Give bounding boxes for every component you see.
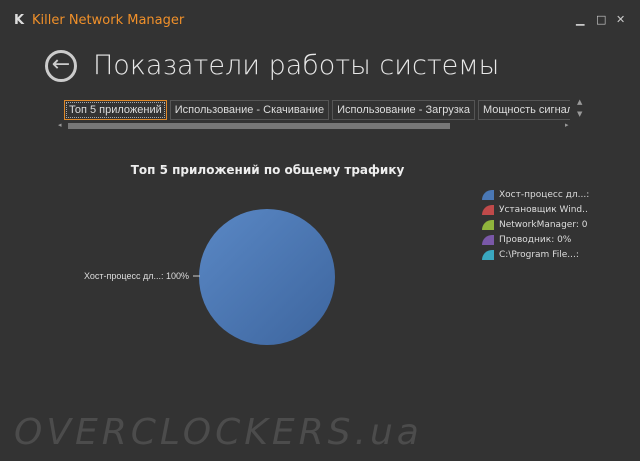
legend-swatch bbox=[482, 205, 494, 215]
legend-item: Установщик Wind.. bbox=[482, 205, 588, 215]
legend-label: Установщик Wind.. bbox=[499, 205, 588, 215]
horizontal-scrollbar[interactable] bbox=[68, 123, 450, 129]
app-logo: K bbox=[14, 13, 25, 28]
tab-top5[interactable]: Топ 5 приложений bbox=[64, 100, 167, 120]
legend-item: C:\Program File...: bbox=[482, 250, 579, 260]
legend-swatch bbox=[482, 250, 494, 260]
pie-data-label: Хост-процесс дл...: 100% bbox=[84, 271, 189, 281]
legend-label: Проводник: 0% bbox=[499, 235, 572, 245]
scroll-down-icon[interactable]: ▼ bbox=[577, 110, 583, 118]
scroll-right-icon[interactable]: ▸ bbox=[565, 121, 569, 129]
maximize-button[interactable]: □ bbox=[596, 13, 607, 26]
window-title: Killer Network Manager bbox=[32, 13, 185, 28]
scroll-left-icon[interactable]: ◂ bbox=[58, 121, 62, 129]
legend-label: C:\Program File...: bbox=[499, 250, 579, 260]
chart-title: Топ 5 приложений по общему трафику bbox=[130, 163, 405, 177]
legend-swatch bbox=[482, 235, 494, 245]
tab-upload[interactable]: Использование - Загрузка bbox=[332, 100, 475, 120]
legend-swatch bbox=[482, 190, 494, 200]
pie-slice bbox=[199, 209, 335, 345]
tab-bar: Топ 5 приложений Использование - Скачива… bbox=[64, 100, 570, 120]
tab-download[interactable]: Использование - Скачивание bbox=[169, 100, 330, 120]
legend-item: NetworkManager: 0 bbox=[482, 220, 588, 230]
legend-swatch bbox=[482, 220, 494, 230]
legend-label: Хост-процесс дл...: bbox=[499, 190, 590, 200]
minimize-button[interactable]: ▁ bbox=[576, 13, 585, 26]
back-arrow-icon[interactable]: ← bbox=[45, 50, 77, 82]
legend-label: NetworkManager: 0 bbox=[499, 220, 588, 230]
page-title: Показатели работы системы bbox=[93, 50, 500, 81]
scroll-up-icon[interactable]: ▲ bbox=[577, 98, 583, 106]
tab-signal[interactable]: Мощность сигнала bbox=[477, 100, 570, 120]
close-button[interactable]: ✕ bbox=[616, 13, 626, 26]
legend-item: Хост-процесс дл...: bbox=[482, 190, 589, 200]
legend-item: Проводник: 0% bbox=[482, 235, 571, 245]
watermark: OVERCLOCKERS.ua bbox=[14, 412, 423, 453]
